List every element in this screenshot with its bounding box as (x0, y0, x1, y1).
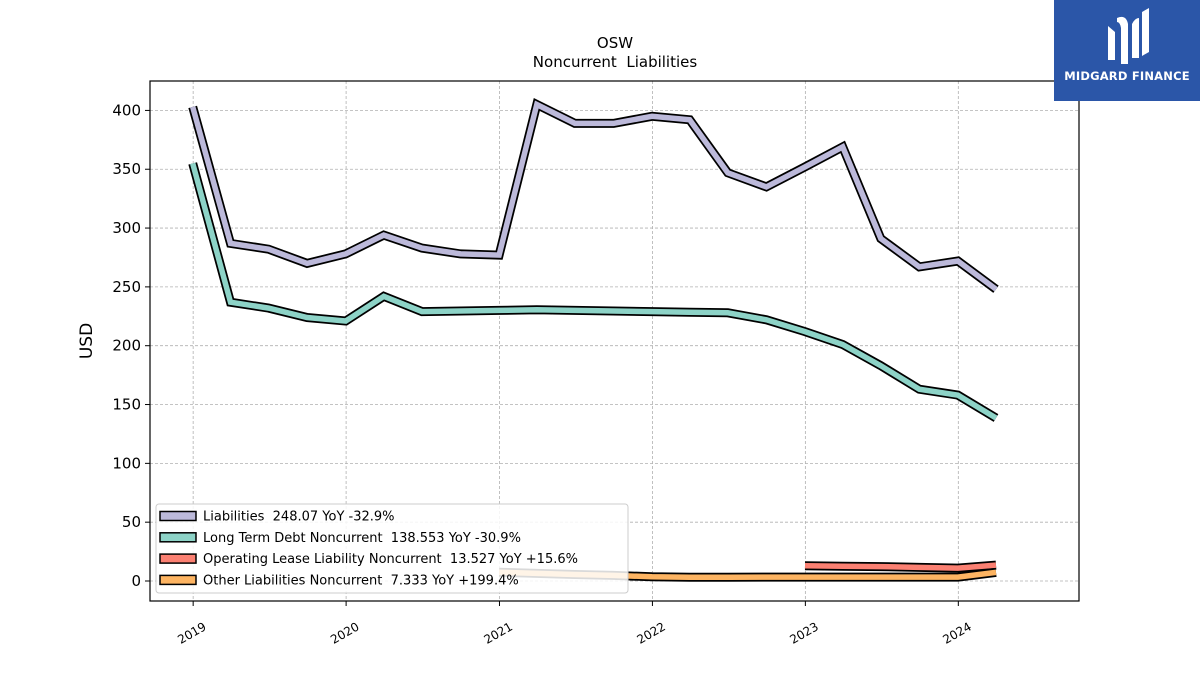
legend-box (155, 503, 629, 594)
series-line-2 (804, 562, 997, 571)
x-tick-label: 2024 (940, 619, 973, 646)
legend: Liabilities 248.07 YoY -32.9% Long Term D… (155, 503, 629, 594)
series-outline-1 (188, 162, 999, 422)
legend-swatch (159, 553, 197, 564)
x-tick-label: 2022 (634, 619, 667, 646)
legend-label: Operating Lease Liability Noncurrent 13.… (203, 552, 578, 567)
x-tick-label: 2019 (175, 619, 208, 646)
series-line-1 (190, 162, 998, 421)
y-tick-label: 250 (112, 278, 141, 296)
legend-swatch (159, 574, 197, 586)
brand-logo: MIDGARD FINANCE (1054, 0, 1200, 101)
brand-mark-icon (1108, 8, 1149, 64)
legend-swatch (159, 532, 197, 543)
y-tick-label: 100 (112, 454, 141, 472)
y-axis-label: USD (77, 323, 97, 359)
y-tick-label: 300 (112, 219, 141, 237)
x-tick-label: 2020 (328, 619, 361, 646)
legend-label: Other Liabilities Noncurrent 7.333 YoY +… (203, 573, 519, 588)
legend-label: Liabilities 248.07 YoY -32.9% (203, 510, 395, 525)
x-tick-label: 2023 (787, 619, 820, 646)
grid (150, 81, 1079, 601)
legend-label: Long Term Debt Noncurrent 138.553 YoY -3… (203, 531, 521, 546)
y-tick-label: 200 (112, 337, 141, 355)
y-tick-label: 350 (112, 160, 141, 178)
y-tick-label: 50 (122, 513, 141, 531)
y-tick-label: 150 (112, 396, 141, 414)
plot-frame (149, 80, 1080, 602)
legend-swatch (159, 510, 197, 522)
series-line-0 (190, 100, 998, 292)
y-tick-label: 0 (131, 572, 141, 590)
y-tick-label: 400 (112, 101, 141, 119)
chart-subtitle: Noncurrent Liabilities (533, 53, 698, 71)
chart-title: OSW (597, 34, 633, 52)
brand-name: MIDGARD FINANCE (1064, 69, 1190, 83)
x-tick-label: 2021 (482, 619, 515, 646)
